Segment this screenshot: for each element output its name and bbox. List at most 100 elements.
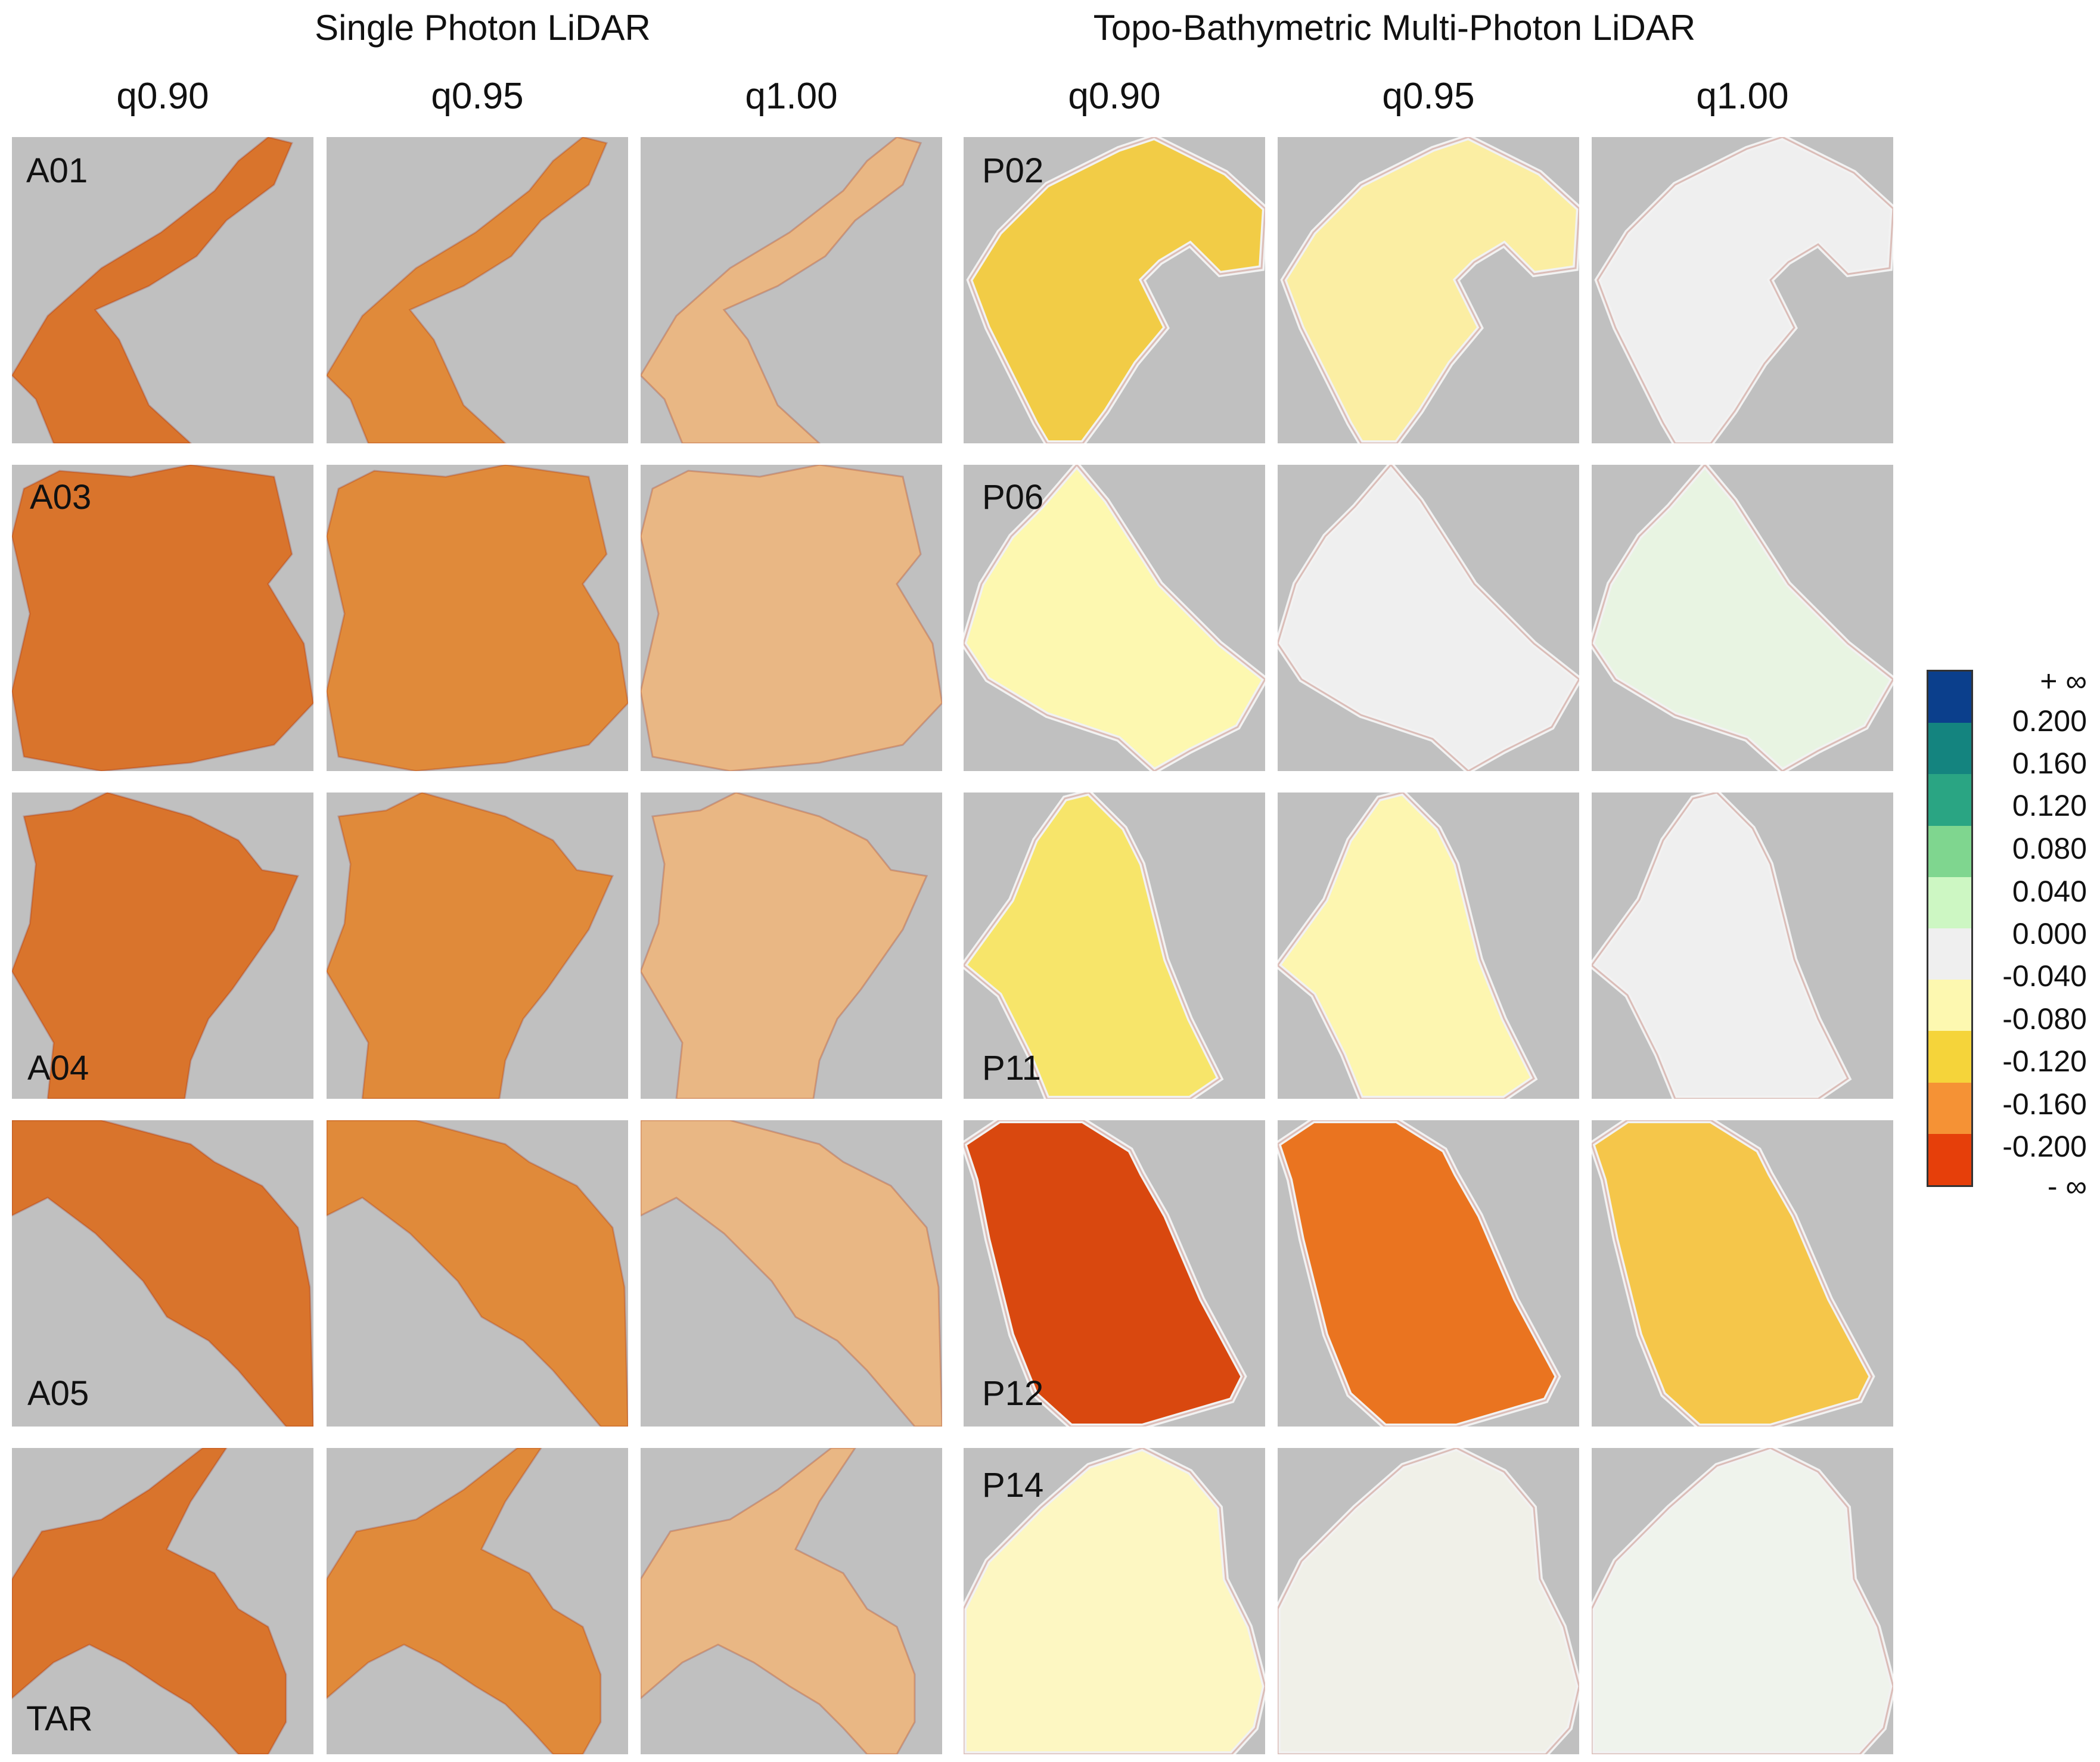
colorbar-bin — [1928, 1133, 1971, 1185]
map-panel-svg — [1278, 1120, 1561, 1427]
colorbar-label: -0.160 — [2002, 1087, 2087, 1121]
map-panel-p02-q095 — [1278, 137, 1579, 443]
map-panel-svg — [1278, 1448, 1579, 1754]
map-panel-a03-q095 — [327, 465, 628, 771]
shoreline-edge — [641, 137, 922, 443]
map-panel-svg — [12, 465, 313, 771]
shoreline-edge — [327, 465, 628, 771]
shoreline-edge — [968, 137, 1265, 443]
column-label-single-q095: q0.95 — [431, 76, 524, 117]
shoreline-edge — [12, 465, 313, 771]
map-panel-svg — [641, 1448, 916, 1754]
water-body-shape — [1278, 793, 1538, 1099]
map-panel-a04-q095 — [327, 793, 628, 1099]
colorbar-bin — [1928, 825, 1971, 877]
column-label-multi-q095: q0.95 — [1382, 76, 1475, 117]
map-panel-svg — [12, 137, 294, 443]
water-body-shape — [1278, 1120, 1561, 1427]
shoreline-edge — [1596, 137, 1893, 443]
map-panel-svg — [964, 1120, 1247, 1427]
site-label-p14: P14 — [982, 1466, 1044, 1505]
single-photon-title: Single Photon LiDAR — [315, 8, 651, 48]
shoreline-edge — [641, 793, 928, 1099]
shoreline-edge — [1278, 793, 1535, 1099]
shoreline-edge — [1592, 1120, 1873, 1427]
shoreline-edge — [327, 137, 608, 443]
column-label-multi-q100: q1.00 — [1696, 76, 1789, 117]
shoreline-edge — [12, 137, 294, 443]
water-body-shape — [12, 465, 313, 771]
map-panel-p14-q100 — [1592, 1448, 1893, 1754]
site-label-p11: P11 — [982, 1049, 1041, 1087]
shoreline-edge — [12, 1448, 287, 1754]
water-body-shape — [12, 1120, 313, 1427]
map-panel-p06-q100 — [1592, 465, 1893, 771]
colorbar-bin — [1928, 980, 1971, 1031]
shoreline-edge — [12, 793, 300, 1099]
water-body-shape — [641, 793, 927, 1099]
shoreline-edge — [1278, 465, 1579, 771]
colorbar-label: 0.000 — [2012, 917, 2087, 950]
shoreline-edge — [641, 465, 942, 771]
shoreline-edge — [1278, 1120, 1559, 1427]
colorbar-bin — [1928, 877, 1971, 928]
shoreline-edge — [964, 465, 1265, 771]
map-panel-a05-q095 — [327, 1120, 628, 1427]
water-body-shape — [641, 1448, 915, 1754]
water-body-shape — [966, 137, 1265, 443]
site-label-a01: A01 — [26, 151, 88, 190]
map-panel-tar-q100 — [641, 1448, 942, 1754]
shoreline-edge — [964, 793, 1221, 1099]
map-panel-p06-q095 — [1278, 465, 1579, 771]
map-panel-p11-q095 — [1278, 793, 1579, 1099]
map-panel-a05-q100 — [641, 1120, 942, 1427]
water-body-shape — [327, 465, 628, 771]
map-panel-a04-q100 — [641, 793, 942, 1099]
map-panel-p02-q100 — [1592, 137, 1893, 443]
shoreline-edge — [327, 1120, 628, 1427]
shoreline-edge — [1592, 465, 1893, 771]
water-body-shape — [12, 1448, 286, 1754]
site-label-p12: P12 — [982, 1374, 1044, 1413]
colorbar-label: -0.040 — [2002, 959, 2087, 993]
water-body-shape — [12, 137, 292, 443]
site-label-a05: A05 — [27, 1374, 89, 1413]
water-body-shape — [964, 793, 1224, 1099]
water-body-shape — [641, 137, 921, 443]
water-body-shape — [1592, 1120, 1875, 1427]
map-panel-a01-q100 — [641, 137, 942, 443]
map-panel-svg — [1280, 137, 1579, 443]
shoreline-edge — [964, 1448, 1265, 1754]
colorbar-label-plus-inf: + ∞ — [2040, 664, 2087, 698]
water-body-shape — [327, 1120, 628, 1427]
map-panel-a04-q090 — [12, 793, 313, 1099]
water-body-shape — [641, 465, 942, 771]
multi-photon-title: Topo-Bathymetric Multi-Photon LiDAR — [1093, 8, 1696, 48]
map-panel-svg — [12, 793, 300, 1099]
map-panel-svg — [641, 793, 928, 1099]
map-panel-tar-q090 — [12, 1448, 313, 1754]
site-label-a03: A03 — [30, 478, 92, 517]
water-body-shape — [327, 137, 607, 443]
water-body-shape — [1278, 1448, 1579, 1754]
site-label-p06: P06 — [982, 478, 1044, 517]
water-body-shape — [964, 465, 1265, 771]
colorbar-bin — [1928, 1082, 1971, 1134]
column-label-multi-q090: q0.90 — [1068, 76, 1161, 117]
site-label-p02: P02 — [982, 151, 1044, 190]
water-body-shape — [1592, 793, 1852, 1099]
column-label-single-q100: q1.00 — [745, 76, 838, 117]
map-panel-p02-q090 — [964, 137, 1265, 443]
map-panel-svg — [327, 1120, 628, 1427]
colorbar-label: 0.120 — [2012, 789, 2087, 822]
shoreline-edge — [641, 1448, 916, 1754]
map-panel-p14-q090 — [964, 1448, 1265, 1754]
map-panel-svg — [641, 137, 922, 443]
map-panel-svg — [641, 1120, 942, 1427]
map-panel-svg — [12, 1448, 287, 1754]
water-body-shape — [327, 1448, 601, 1754]
colorbar-bin — [1928, 1031, 1971, 1083]
site-label-a04: A04 — [27, 1049, 89, 1087]
water-body-shape — [1592, 1448, 1893, 1754]
map-panel-svg — [641, 465, 942, 771]
